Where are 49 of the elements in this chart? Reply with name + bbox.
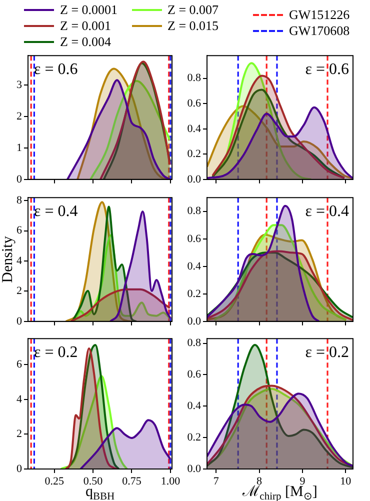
y-tick-label: 0.4 (187, 400, 202, 412)
legend-label: GW151226 (289, 6, 350, 22)
legend-label: Z = 0.015 (168, 18, 219, 34)
y-tick-label: 0.2 (187, 288, 201, 300)
legend-label: Z = 0.007 (168, 2, 219, 18)
y-tick-label: 8 (16, 194, 22, 207)
y-tick-label: 0.4 (187, 260, 202, 272)
x-tick-label: 0.50 (83, 475, 104, 488)
x-tick-label: 7 (213, 475, 220, 488)
y-tick-label: 0.4 (187, 122, 202, 135)
y-tick-label: 2 (16, 285, 22, 298)
legend-label: Z = 0.001 (60, 18, 112, 34)
legend-label: Z = 0.004 (60, 34, 112, 50)
y-tick-label: 0.8 (187, 205, 202, 218)
y-tick-label: 2 (16, 428, 22, 440)
y-tick-label: 6 (16, 358, 22, 371)
y-tick-label: 0 (16, 173, 22, 186)
x-tick-label: 10 (340, 475, 352, 488)
y-tick-label: 0.0 (187, 462, 202, 475)
x-tick-label: 1.00 (160, 475, 181, 488)
annotation: ε = 0.4 (34, 202, 78, 220)
annotation: ε = 0.6 (305, 60, 350, 78)
annotation: ε = 0.6 (34, 60, 78, 78)
y-tick-label: 1 (16, 142, 22, 154)
y-tick-label: 4 (16, 393, 22, 406)
y-tick-label: 6 (16, 224, 22, 237)
legend-label: GW170608 (289, 22, 350, 38)
y-tick-label: 0 (16, 315, 22, 328)
y-tick-label: 4 (16, 254, 22, 267)
y-tick-label: 0.0 (187, 315, 202, 328)
annotation: ε = 0.2 (305, 344, 350, 361)
y-tick-label: 2 (16, 110, 22, 122)
y-axis-title: Density (0, 236, 16, 283)
y-tick-label: 0.2 (187, 431, 201, 444)
y-tick-label: 0.2 (187, 148, 201, 160)
annotation: ε = 0.2 (34, 344, 78, 361)
x-tick-label: 0.25 (44, 475, 64, 488)
y-tick-label: 0.0 (187, 173, 202, 186)
legend-label: Z = 0.0001 (60, 2, 118, 18)
annotation: ε = 0.4 (305, 202, 350, 220)
y-tick-label: 0.6 (187, 97, 202, 110)
y-tick-label: 0 (16, 462, 22, 475)
y-tick-label: 0.6 (187, 232, 202, 245)
x-tick-label: 9 (300, 475, 306, 488)
y-tick-label: 0.6 (187, 368, 202, 381)
y-tick-label: 0.8 (187, 72, 202, 84)
x-tick-label: 0.75 (122, 475, 142, 488)
y-tick-label: 0.8 (187, 337, 202, 350)
y-tick-label: 3 (16, 79, 22, 92)
